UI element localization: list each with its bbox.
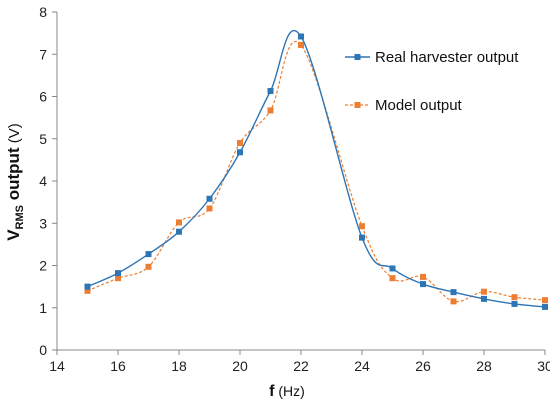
- x-tick-label: 18: [171, 358, 187, 374]
- data-point: [237, 139, 243, 146]
- y-tick-label: 5: [39, 131, 47, 147]
- data-point: [145, 251, 152, 258]
- y-tick-label: 3: [39, 215, 47, 231]
- series-layer: [84, 29, 548, 310]
- data-point: [176, 219, 182, 226]
- data-point: [389, 265, 396, 272]
- data-point: [420, 281, 426, 288]
- legend-item: Model output: [345, 97, 463, 114]
- x-tick-label: 22: [293, 358, 309, 374]
- data-point: [237, 149, 243, 156]
- y-axis-title: VRMS output (V): [4, 123, 26, 241]
- legend-marker: [354, 54, 361, 60]
- series-line: [87, 41, 546, 303]
- data-point: [298, 33, 304, 40]
- y-tick-label: 6: [39, 89, 47, 105]
- data-point: [176, 228, 182, 235]
- data-point: [389, 275, 396, 282]
- x-tick-label: 30: [537, 358, 550, 374]
- x-axis-title: f (Hz): [269, 383, 305, 400]
- y-tick-label: 1: [39, 300, 47, 316]
- x-ticks: 14 16 18 20 22 24 26 28 30: [49, 350, 550, 374]
- x-axis-title-unit: (Hz): [275, 383, 305, 399]
- data-point: [481, 288, 487, 295]
- data-point: [298, 41, 304, 48]
- y-axis-title-unit: (V): [6, 123, 23, 147]
- legend-item: Real harvester output: [345, 49, 519, 66]
- x-tick-label: 28: [476, 358, 492, 374]
- x-tick-label: 16: [110, 358, 126, 374]
- y-tick-label: 0: [39, 342, 47, 358]
- x-tick-label: 20: [232, 358, 248, 374]
- data-point: [206, 205, 213, 212]
- data-point: [481, 295, 487, 302]
- y-axis-title-main: output: [4, 147, 23, 205]
- y-ticks: 0 1 2 3 4 5 6 7 8: [39, 4, 57, 358]
- series-model-output: [84, 41, 548, 305]
- data-point: [420, 273, 426, 280]
- x-tick-label: 24: [354, 358, 370, 374]
- data-point: [511, 294, 518, 301]
- y-axis-title-sub: RMS: [14, 205, 26, 229]
- data-point: [542, 297, 548, 304]
- data-point: [267, 88, 274, 95]
- data-point: [542, 303, 548, 310]
- x-tick-label: 14: [49, 358, 65, 374]
- data-point: [267, 107, 274, 114]
- y-tick-label: 7: [39, 46, 47, 62]
- data-point: [450, 289, 457, 296]
- x-axis-title-main: f: [269, 383, 275, 400]
- data-point: [115, 270, 121, 277]
- x-tick-label: 26: [415, 358, 431, 374]
- data-point: [84, 287, 91, 294]
- data-point: [84, 283, 91, 290]
- legend-label: Model output: [375, 97, 463, 114]
- data-point: [359, 223, 365, 230]
- data-point: [115, 275, 121, 282]
- legend-label: Real harvester output: [375, 49, 519, 66]
- series-real-harvester-output: [84, 29, 548, 310]
- legend: Real harvester output Model output: [345, 49, 519, 114]
- legend-marker: [354, 102, 361, 108]
- data-point: [145, 263, 152, 270]
- data-point: [206, 195, 213, 202]
- y-tick-label: 2: [39, 258, 47, 274]
- data-point: [450, 298, 457, 305]
- data-point: [511, 300, 518, 307]
- plot-area: 14 16 18 20 22 24 26 28 30 0 1 2 3 4 5 6 7 8: [39, 4, 550, 374]
- y-tick-label: 8: [39, 4, 47, 20]
- y-tick-label: 4: [39, 173, 47, 189]
- series-line: [87, 29, 546, 308]
- data-point: [359, 234, 365, 241]
- y-axis-title-v: V: [4, 229, 23, 241]
